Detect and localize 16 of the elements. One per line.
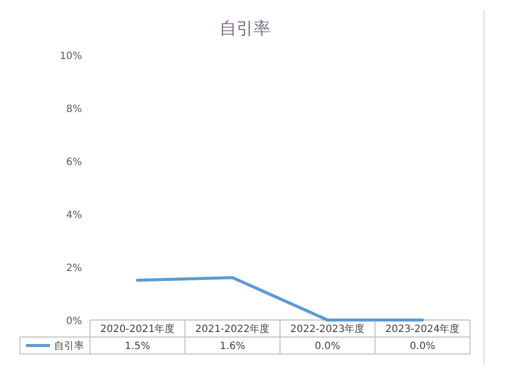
x-tick-label: 2021-2022年度 [195,323,270,335]
data-label: 1.5% [124,341,150,352]
y-tick-label: 10% [60,51,82,62]
data-label: 1.6% [220,341,246,352]
y-tick-label: 2% [66,263,82,274]
y-tick-label: 8% [66,104,82,115]
y-tick-label: 6% [66,157,82,168]
data-label: 0.0% [410,341,436,352]
x-tick-label: 2020-2021年度 [100,323,175,335]
chart-title: 自引率 [220,19,270,39]
data-label: 0.0% [314,341,340,352]
x-tick-label: 2023-2024年度 [385,323,460,335]
y-tick-label: 0% [66,316,82,327]
x-tick-label: 2022-2023年度 [290,323,365,335]
legend-label: 自引率 [54,340,84,352]
y-tick-label: 4% [66,210,82,221]
